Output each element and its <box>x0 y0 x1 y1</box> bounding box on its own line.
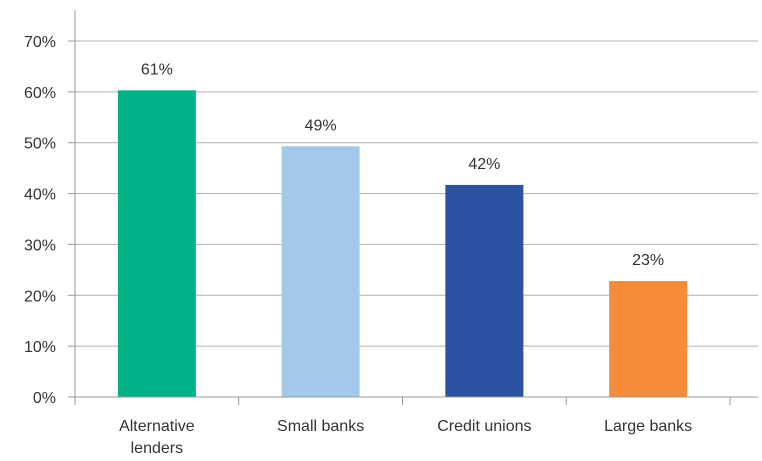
data-label: 49% <box>305 117 337 134</box>
y-tick-label: 10% <box>24 339 56 356</box>
x-tick-label: Large banks <box>604 418 692 435</box>
bar <box>445 184 524 397</box>
data-label: 23% <box>632 252 664 269</box>
x-axis: Alternative lenders Small banks Credit unio… <box>74 10 758 457</box>
bars <box>117 90 688 398</box>
y-tick-label: 20% <box>24 288 56 305</box>
bar <box>117 90 196 398</box>
x-tick-label: Alternative <box>119 418 195 435</box>
bar <box>609 281 688 397</box>
x-tick-label: lenders <box>131 440 183 457</box>
x-tick-label: Credit unions <box>437 418 531 435</box>
y-tick-label: 70% <box>24 34 56 51</box>
y-tick-label: 30% <box>24 237 56 254</box>
y-tick-label: 50% <box>24 136 56 153</box>
y-tick-label: 60% <box>24 85 56 102</box>
y-axis-ticks: 0% 10% 20% 30% 40% 50% 60% 70% <box>24 34 75 407</box>
y-tick-label: 0% <box>33 390 56 407</box>
data-labels: 61% 49% 42% 23% <box>141 61 664 269</box>
y-tick-label: 40% <box>24 187 56 204</box>
data-label: 42% <box>468 156 500 173</box>
x-tick-label: Small banks <box>277 418 364 435</box>
data-label: 61% <box>141 61 173 78</box>
bar <box>281 146 360 397</box>
